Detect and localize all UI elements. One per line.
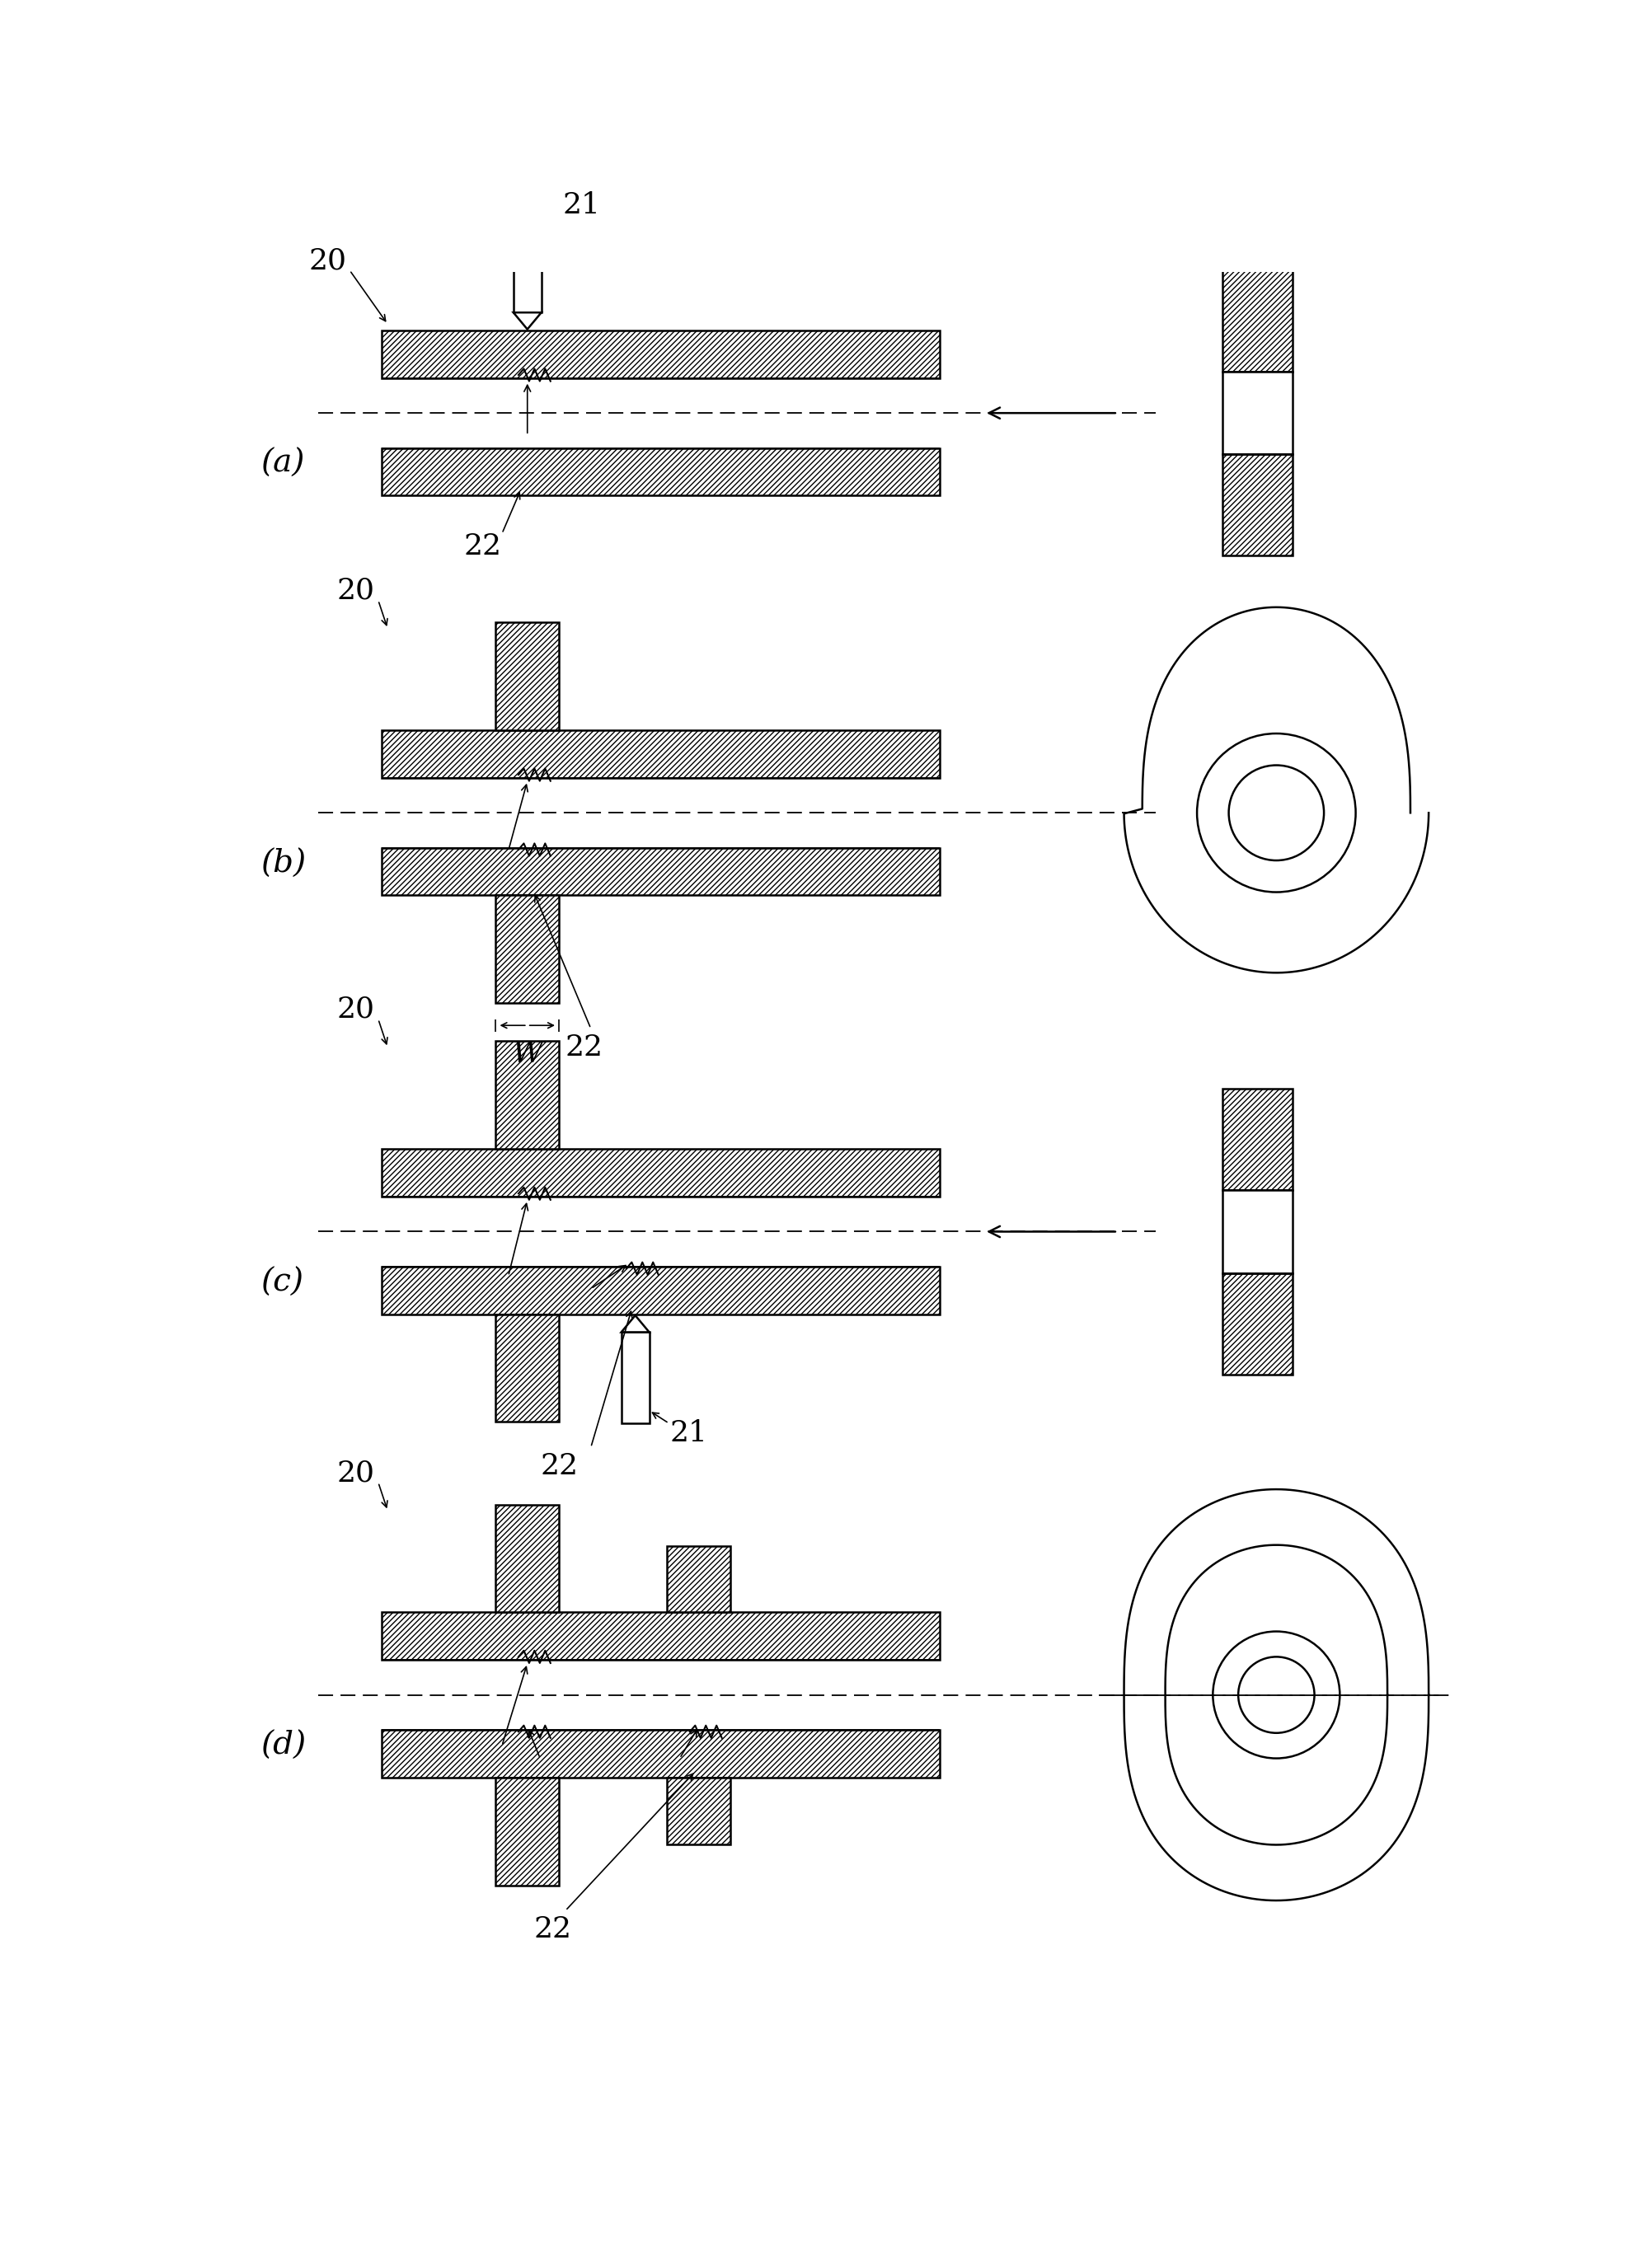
Bar [1222,1089,1293,1191]
Bar [382,331,940,379]
Bar [667,1778,731,1844]
Text: 22: 22 [540,1452,578,1481]
Text: (b): (b) [260,848,306,878]
Bar [1222,454,1293,556]
Bar [382,730,940,778]
Text: 22: 22 [534,1916,572,1944]
Bar [496,1778,558,1885]
Polygon shape [621,1315,649,1331]
Bar [1222,1272,1293,1374]
Text: W: W [512,1041,542,1068]
Text: (c): (c) [260,1268,303,1297]
Text: (a): (a) [260,449,305,479]
Text: 21: 21 [562,191,600,220]
Text: (d): (d) [260,1730,306,1760]
Bar [496,1041,558,1150]
Bar [382,1150,940,1198]
Bar [382,1613,940,1660]
Bar [1222,1191,1293,1272]
Text: 22: 22 [565,1034,603,1061]
Bar [1222,372,1293,454]
Text: 20: 20 [338,1458,376,1488]
Polygon shape [514,313,542,329]
Text: 20: 20 [308,247,346,274]
Bar [496,621,558,730]
Text: 20: 20 [338,576,376,606]
Bar [514,222,542,313]
Text: 22: 22 [464,533,502,560]
Bar [382,1266,940,1313]
Bar [382,449,940,494]
Text: 20: 20 [338,996,376,1023]
Bar [496,1504,558,1613]
Bar [382,848,940,896]
Bar [1222,270,1293,372]
Bar [496,1313,558,1422]
Bar [667,1547,731,1613]
Text: 21: 21 [670,1420,708,1447]
Bar [496,896,558,1002]
Bar [621,1331,649,1424]
Bar [382,1730,940,1778]
